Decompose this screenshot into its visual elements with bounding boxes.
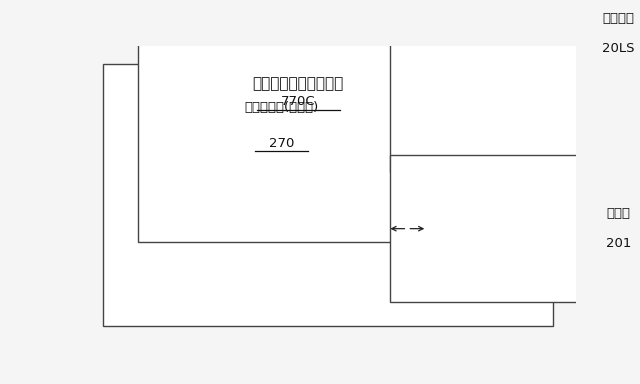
Text: 20LS: 20LS [602,42,635,55]
Text: 270: 270 [269,137,294,150]
Text: レーザー較正システム: レーザー較正システム [253,76,344,91]
Bar [138,3,425,242]
Text: 201: 201 [606,237,631,250]
Text: 抵抗器: 抵抗器 [607,207,630,220]
Bar [103,65,553,326]
Text: レーザー: レーザー [603,12,635,25]
Bar [390,156,640,302]
Text: 770C: 770C [281,95,316,108]
Text: プロセッサ(複数可): プロセッサ(複数可) [244,101,319,114]
